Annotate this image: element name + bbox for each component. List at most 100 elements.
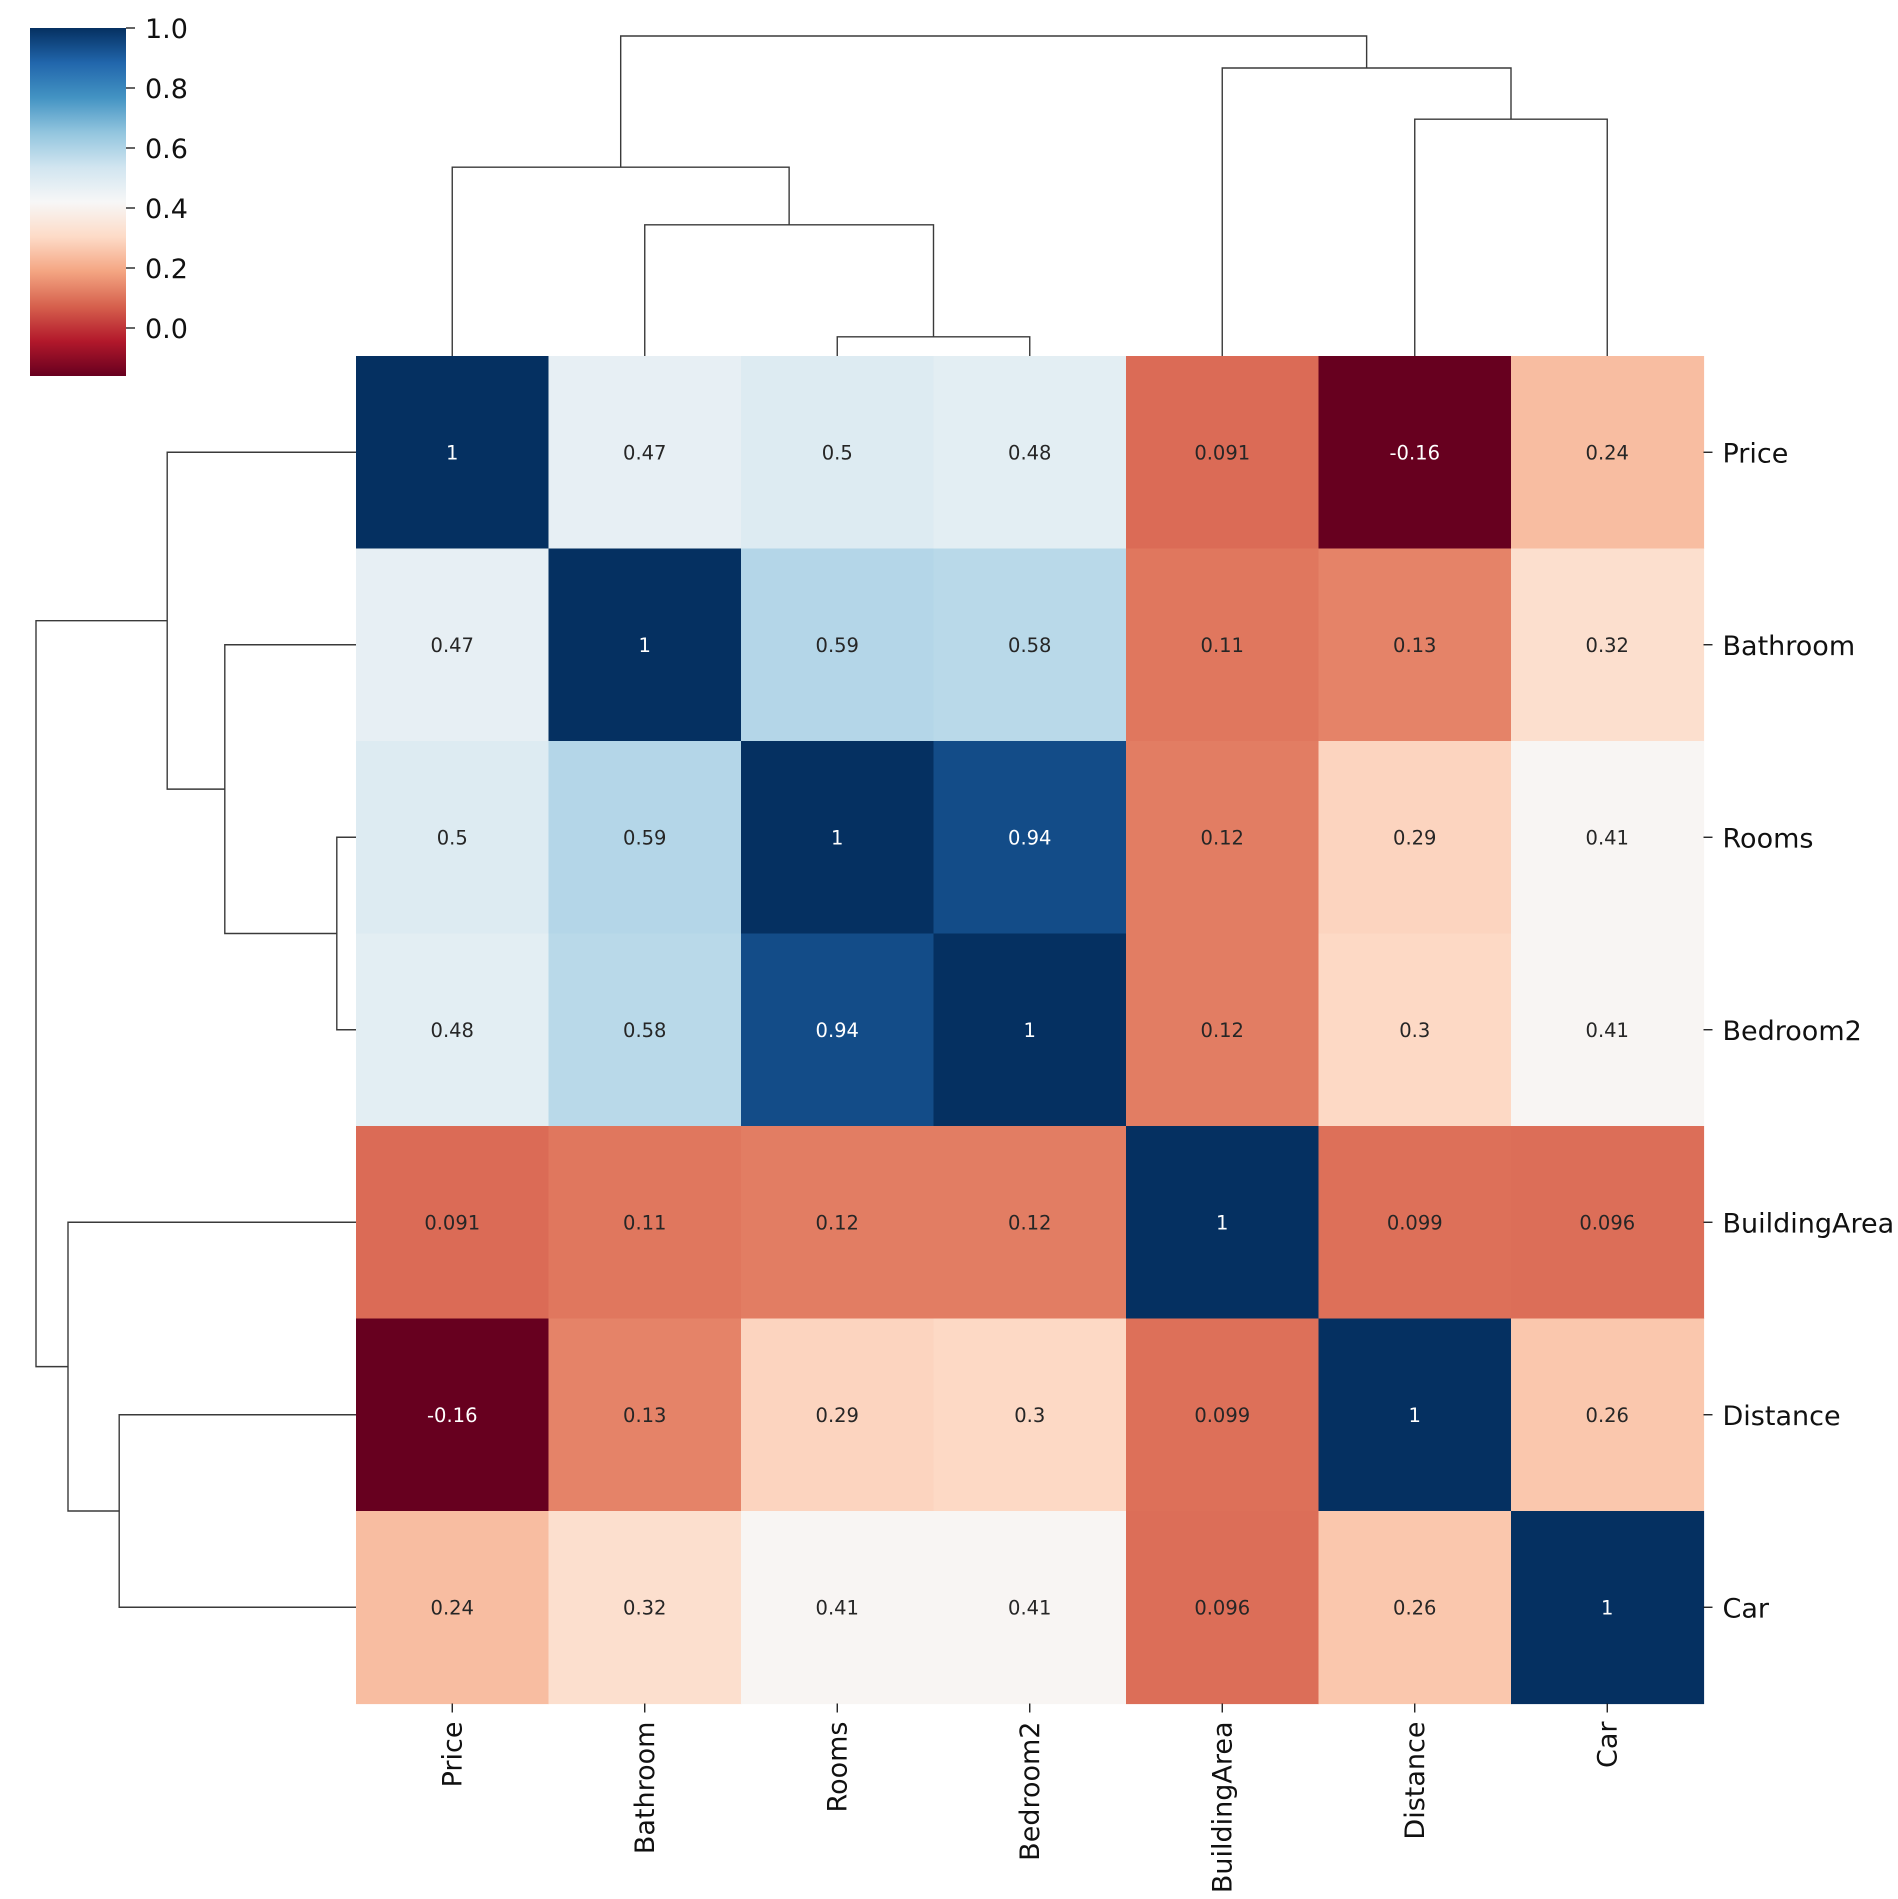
cell-annotation: 0.47	[431, 634, 474, 657]
heatmap-cell	[548, 548, 742, 742]
dendrogram-link	[836, 336, 1031, 356]
heatmap-cell	[1318, 933, 1512, 1127]
cell-annotation: 0.24	[1586, 441, 1629, 464]
heatmap-cell	[548, 741, 742, 935]
heatmap-cell	[1126, 356, 1320, 550]
heatmap-cell	[356, 1126, 550, 1320]
cell-annotation: 1	[1409, 1404, 1421, 1427]
cell-annotation: 0.26	[1586, 1404, 1629, 1427]
heatmap-cell	[548, 933, 742, 1127]
colorbar-tick-label: 0.8	[145, 74, 188, 105]
heatmap-cell	[1318, 1511, 1512, 1705]
heatmap-cell	[356, 933, 550, 1127]
x-tick-label: Rooms	[822, 1722, 853, 1813]
cell-annotation: 0.12	[1201, 826, 1244, 849]
cell-annotation: 0.29	[816, 1404, 859, 1427]
cell-annotation: 0.41	[1008, 1596, 1051, 1619]
y-tick-label: Rooms	[1723, 823, 1814, 854]
heatmap-cell	[356, 548, 550, 742]
heatmap-cell	[1126, 741, 1320, 935]
x-tick-labels: Price Bathroom Rooms Bedroom2 BuildingArea Di…	[437, 1703, 1623, 1894]
heatmap-cell	[933, 1511, 1127, 1705]
cell-annotation: 0.3	[1014, 1404, 1045, 1427]
heatmap-cell	[1318, 548, 1512, 742]
cell-annotation: 0.32	[623, 1596, 666, 1619]
cell-annotation: 1	[1024, 1019, 1036, 1042]
dendrogram-link	[619, 35, 1368, 168]
cell-annotation: 0.11	[1201, 634, 1244, 657]
dendrogram-link	[166, 451, 356, 790]
heatmap-cell	[356, 1318, 550, 1512]
dendrogram-link	[118, 1414, 356, 1608]
y-tick-labels: Price Bathroom Rooms Bedroom2 BuildingArea Di…	[1703, 438, 1894, 1624]
dendrogram-link	[1221, 67, 1512, 356]
heatmap-cell	[1511, 356, 1705, 550]
dendrogram-link	[1414, 118, 1608, 356]
cell-annotations: 1 0.47 0.5 0.48 0.091 -0.16 0.24 0.47 1 0.59 0.58 0…	[424, 441, 1635, 1619]
cell-annotation: 0.096	[1579, 1211, 1635, 1234]
heatmap-cell	[933, 356, 1127, 550]
heatmap-cell	[1318, 1318, 1512, 1512]
heatmap-cell	[1318, 356, 1512, 550]
cell-annotation: 0.099	[1194, 1404, 1250, 1427]
x-tick-label: Bedroom2	[1015, 1722, 1046, 1861]
cell-annotation: 0.091	[1194, 441, 1250, 464]
x-tick-label: BuildingArea	[1207, 1722, 1238, 1894]
cell-annotation: 0.096	[1194, 1596, 1250, 1619]
cell-annotation: 0.58	[1008, 634, 1051, 657]
heatmap-cell	[356, 1511, 550, 1705]
x-tick-label: Bathroom	[630, 1722, 661, 1855]
heatmap-cell	[548, 1318, 742, 1512]
cell-annotation: 0.47	[623, 441, 666, 464]
cell-annotation: 0.24	[431, 1596, 474, 1619]
heatmap-cell	[1511, 1511, 1705, 1705]
heatmap-cell	[1126, 1318, 1320, 1512]
cell-annotation: 0.59	[816, 634, 859, 657]
cell-annotation: 1	[1216, 1211, 1228, 1234]
colorbar-tick-label: 1.0	[145, 14, 188, 45]
heatmap-cell	[741, 933, 935, 1127]
dendrogram-link	[35, 619, 168, 1368]
heatmap-cell	[933, 1318, 1127, 1512]
cell-annotation: 0.48	[431, 1019, 474, 1042]
heatmap-cell	[933, 933, 1127, 1127]
cell-annotation: 0.58	[623, 1019, 666, 1042]
colorbar-tick-label: 0.6	[145, 134, 188, 165]
cell-annotation: 0.41	[1586, 1019, 1629, 1042]
heatmap-cell	[741, 1511, 935, 1705]
colorbar: 0.0 0.2 0.4 0.6 0.8 1.0	[30, 14, 188, 376]
x-tick-label: Distance	[1400, 1722, 1431, 1840]
cell-annotation: 1	[1601, 1596, 1613, 1619]
dendrogram-link	[336, 836, 356, 1031]
heatmap-cell	[548, 356, 742, 550]
cell-annotation: -0.16	[1390, 441, 1440, 464]
cell-annotation: 0.29	[1393, 826, 1436, 849]
heatmap-cell	[1126, 548, 1320, 742]
cell-annotation: 0.13	[1393, 634, 1436, 657]
cell-annotation: 1	[639, 634, 651, 657]
cell-annotation: 0.5	[437, 826, 468, 849]
heatmap-cell	[1126, 1126, 1320, 1320]
heatmap-cell	[1318, 1126, 1512, 1320]
dendrogram-link	[67, 1221, 356, 1512]
heatmap-cell	[741, 1126, 935, 1320]
cell-annotation: 0.3	[1399, 1019, 1430, 1042]
dendrogram-link	[451, 166, 790, 356]
heatmap-cell	[1126, 1511, 1320, 1705]
heatmap-cell	[1126, 933, 1320, 1127]
heatmap-cell	[1318, 741, 1512, 935]
y-tick-label: Bathroom	[1723, 631, 1856, 662]
heatmap-cell	[1511, 741, 1705, 935]
y-tick-label: Car	[1723, 1593, 1770, 1624]
cell-annotation: 0.099	[1387, 1211, 1443, 1234]
cell-annotation: 0.091	[424, 1211, 480, 1234]
heatmap-cell	[548, 1511, 742, 1705]
y-tick-label: Price	[1723, 438, 1789, 469]
heatmap-cell	[1511, 1126, 1705, 1320]
cell-annotation: 0.94	[816, 1019, 859, 1042]
cell-annotation: 0.94	[1008, 826, 1051, 849]
cell-annotation: 0.26	[1393, 1596, 1436, 1619]
cell-annotation: 0.41	[1586, 826, 1629, 849]
row-dendrogram	[35, 451, 356, 1608]
